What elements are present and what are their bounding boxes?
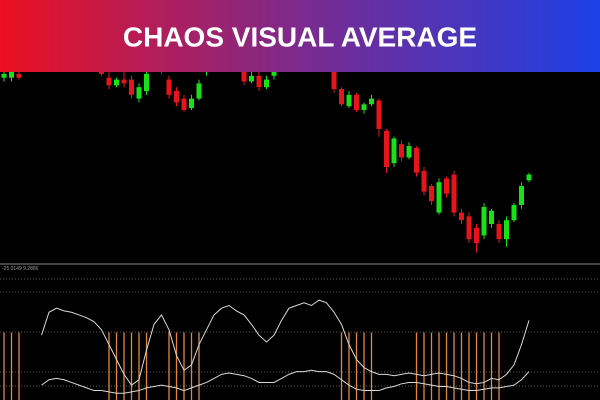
candle-body <box>264 79 269 88</box>
candle-body <box>376 100 382 129</box>
level-lines <box>0 278 600 387</box>
candle-body <box>406 146 412 158</box>
candle-body <box>466 216 472 240</box>
candle-body <box>9 72 14 78</box>
candle-body <box>481 206 487 236</box>
candle-body <box>189 98 194 109</box>
candle-body <box>256 75 262 88</box>
candle-body <box>474 227 479 243</box>
candle-body <box>196 83 202 99</box>
candle-body <box>504 220 509 240</box>
indicator-label: -25.0149 9.2886 <box>2 266 39 272</box>
candle-body <box>339 89 344 105</box>
candle-body <box>414 148 419 173</box>
candle-body <box>114 79 119 86</box>
candle-body <box>519 186 524 205</box>
candle-body <box>16 73 22 78</box>
candle-body <box>166 79 172 95</box>
candle-body <box>331 72 337 90</box>
price-panel <box>1 72 532 253</box>
candle-body <box>174 91 179 103</box>
candle-body <box>429 186 434 202</box>
indicator-line <box>41 299 530 386</box>
candle-body <box>181 98 187 110</box>
candle-body <box>361 104 367 110</box>
chart-title: CHAOS VISUAL AVERAGE <box>123 21 477 52</box>
candle-body <box>421 170 427 192</box>
candle-body <box>1 73 7 78</box>
indicator-panel <box>3 299 530 400</box>
banner <box>0 0 600 72</box>
candle-body <box>354 94 359 110</box>
candle-body <box>346 94 352 107</box>
candle-body <box>399 144 404 158</box>
candle-body <box>526 174 532 181</box>
candle-body <box>369 98 374 105</box>
candle-body <box>384 130 389 167</box>
candle-body <box>496 224 502 240</box>
candle-body <box>249 75 254 82</box>
candle-body <box>106 77 112 86</box>
indicator-line <box>41 369 530 394</box>
candle-body <box>144 73 149 91</box>
candle-body <box>436 182 442 213</box>
candle-body <box>489 210 494 224</box>
candle-body <box>136 87 142 99</box>
candle-body <box>451 174 457 213</box>
candle-body <box>271 72 277 76</box>
candle-body <box>129 79 134 95</box>
candle-body <box>391 138 397 164</box>
candle-body <box>241 72 247 82</box>
candle-body <box>511 205 517 221</box>
candle-body <box>99 72 104 74</box>
candle-body <box>121 79 127 84</box>
candle-body <box>444 178 449 194</box>
candle-body <box>459 212 464 221</box>
